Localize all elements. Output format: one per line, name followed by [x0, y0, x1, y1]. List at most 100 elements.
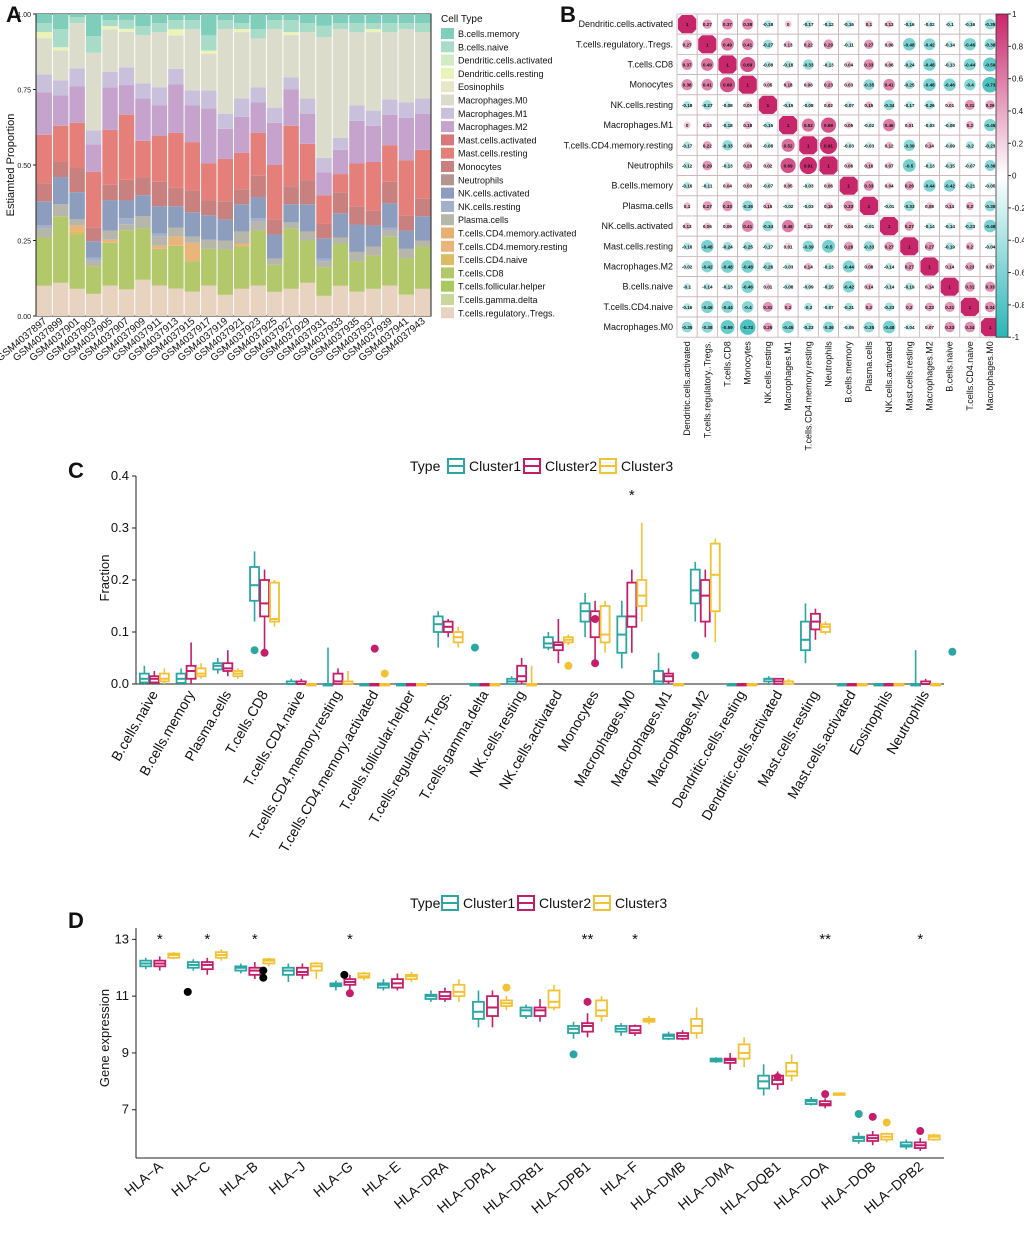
panel-b-corr-circle: [865, 222, 873, 230]
panel-a-bar-segment: [168, 84, 184, 133]
panel-b-corr-value: 0.07: [824, 224, 833, 229]
panel-b-corr-value: -0.73: [742, 325, 753, 330]
panel-b-corr-value: -0.35: [742, 204, 753, 209]
panel-b-corr-value: -0.35: [985, 204, 996, 209]
panel-a-bar-segment: [69, 23, 85, 69]
panel-b-corr-circle: [965, 201, 974, 210]
panel-b-corr-circle: [823, 39, 834, 50]
panel-a-bar-segment: [135, 195, 151, 217]
panel-b-corr-circle: [701, 260, 714, 273]
panel-b-corr-value: -0.17: [803, 22, 814, 27]
panel-d-xtick-label: HLA−J: [265, 1158, 308, 1198]
panel-a-bar-segment: [102, 71, 118, 88]
panel-b-corr-circle: [701, 321, 713, 333]
panel-b-corr-circle: [865, 20, 873, 28]
panel-a-bar-segment: [184, 261, 201, 292]
panel-a-bar-segment: [36, 134, 52, 184]
panel-b-row-label: B.cells.memory: [611, 181, 673, 191]
panel-a-bar-segment: [398, 29, 415, 103]
panel-b-corr-circle: [946, 161, 954, 170]
panel-a-bar-segment: [52, 282, 69, 316]
panel-label-c: C: [68, 458, 84, 483]
panel-a-ytick-label: 0.00: [17, 314, 31, 321]
panel-a-bar-segment: [102, 285, 118, 316]
panel-b-corr-circle: [926, 222, 933, 230]
panel-a-bar-segment: [316, 157, 332, 173]
panel-a-bar-segment: [168, 132, 184, 188]
panel-a-bar-segment: [250, 102, 266, 133]
panel-b-corr-value: 1: [706, 42, 709, 47]
panel-a-bar-segment: [283, 32, 299, 36]
panel-b-diagonal-marker: [960, 297, 979, 316]
panel-a-bar-segment: [316, 172, 332, 196]
panel-c-legend-label: Cluster1: [469, 458, 521, 474]
panel-a-bar-segment: [250, 285, 266, 316]
panel-a-legend-label: Macrophages.M2: [458, 122, 528, 132]
panel-b-row-label: Macrophages.M2: [603, 262, 673, 272]
panel-b-corr-value: -0.14: [702, 285, 713, 290]
panel-a-bar-segment: [415, 246, 431, 289]
panel-b-corr-circle: [683, 141, 691, 150]
panel-b-corr-value: 0.69: [743, 63, 752, 68]
panel-b-corr-circle: [963, 58, 976, 71]
panel-b-corr-circle: [944, 321, 955, 333]
panel-a-bar-segment: [299, 143, 316, 181]
panel-b-corr-value: -0.03: [783, 265, 794, 270]
panel-a-bar-segment: [382, 236, 398, 286]
panel-a-bar-segment: [151, 248, 168, 286]
panel-b-corr-value: 0.33: [986, 285, 995, 290]
panel-a-legend-label: T.cells.follicular.helper: [458, 282, 546, 292]
panel-b-corr-value: 0.14: [864, 285, 873, 290]
panel-b-corr-value: 0.06: [743, 143, 752, 148]
panel-b-corr-circle: [784, 202, 792, 210]
panel-a-bar-segment: [234, 231, 250, 244]
panel-b-corr-value: -0.23: [803, 325, 814, 330]
panel-d-significance: **: [582, 931, 594, 948]
panel-b-corr-circle: [703, 222, 711, 230]
panel-a-bar-segment: [168, 14, 184, 21]
panel-c-box: [709, 542, 721, 613]
panel-a-bar-segment: [102, 239, 118, 243]
panel-a-bar-segment: [250, 38, 266, 88]
panel-d-legend-title: Type: [410, 895, 441, 911]
panel-b-corr-circle: [743, 241, 753, 251]
panel-b-corr-value: 0.04: [885, 184, 894, 189]
panel-b-corr-circle: [723, 241, 732, 251]
panel-b-corr-circle: [946, 263, 954, 270]
panel-b-corr-value: 0.2: [967, 204, 974, 209]
panel-a-bar-segment: [151, 206, 168, 234]
panel-b-corr-circle: [784, 101, 792, 109]
panel-b-corr-value: -0.42: [944, 184, 955, 189]
panel-b-row-label: Plasma.cells: [622, 201, 673, 211]
panel-b-corr-value: -0.46: [944, 83, 955, 88]
panel-b-corr-value: -0.08: [783, 285, 794, 290]
panel-b-corr-circle: [825, 182, 832, 190]
panel-a-bar-segment: [102, 26, 118, 30]
panel-a-bar-segment: [234, 14, 250, 24]
panel-d-outlier: [773, 1073, 782, 1082]
panel-d-xtick-label: HLA−F: [597, 1158, 641, 1199]
panel-a-bar-segment: [250, 132, 266, 176]
panel-a-bar-segment: [365, 29, 382, 33]
panel-a-bar-segment: [118, 289, 135, 316]
panel-b-corr-circle: [762, 301, 773, 312]
panel-a-bar-segment: [316, 267, 332, 296]
panel-a-bar-segment: [349, 14, 365, 24]
panel-b-corr-value: -0.36: [823, 325, 834, 330]
panel-b-corr-circle: [964, 321, 976, 333]
panel-b-corr-value: -0.33: [904, 204, 915, 209]
panel-c-box: [626, 581, 638, 628]
panel-a-bar-segment: [184, 142, 201, 191]
panel-a-legend-swatch: [441, 280, 454, 292]
panel-b-corr-value: 0.2: [866, 305, 873, 310]
panel-b-corr-value: 0.1: [866, 22, 873, 27]
panel-b-corr-circle: [724, 222, 731, 230]
panel-b-corr-value: 0.33: [844, 204, 853, 209]
panel-b-corr-circle: [742, 200, 754, 212]
panel-a-bar-segment: [135, 279, 151, 316]
panel-a-bar-segment: [234, 32, 250, 99]
panel-a-bar-segment: [299, 282, 316, 316]
panel-b-corr-circle: [764, 81, 772, 89]
panel-b-corr-circle: [984, 200, 996, 212]
panel-c-ytick-label: 0.1: [111, 624, 129, 639]
